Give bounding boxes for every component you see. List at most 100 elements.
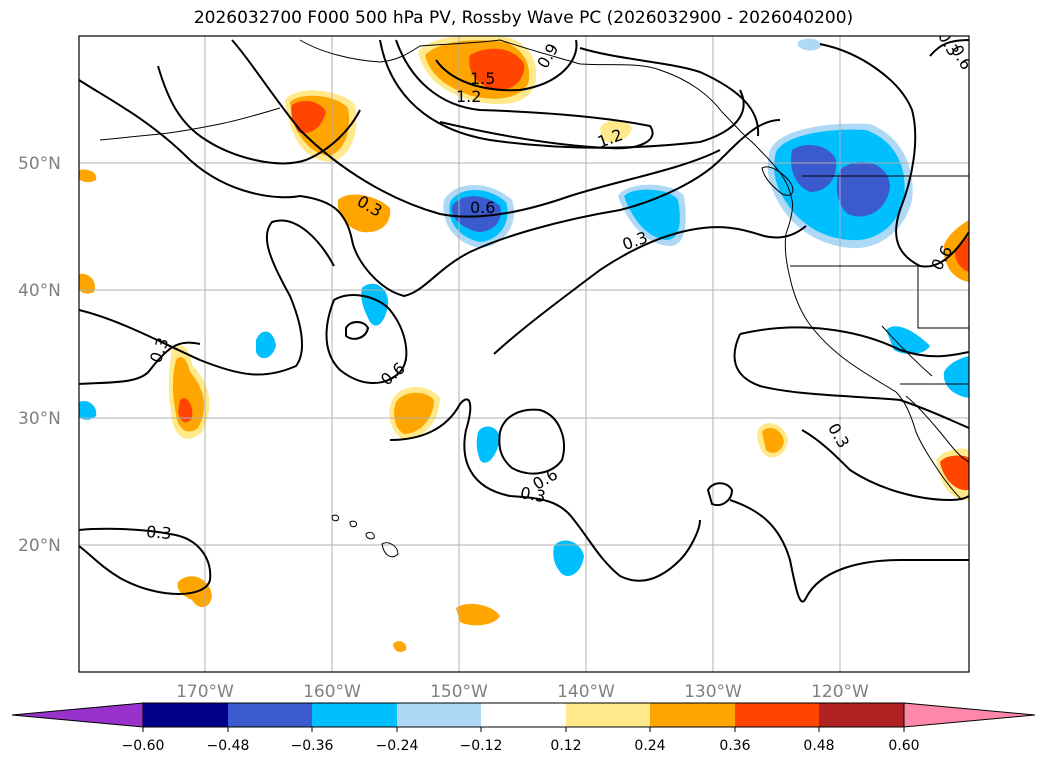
lat-label-20n: 20°N (18, 536, 61, 556)
colorbar-tick-label: −0.60 (122, 738, 165, 754)
pv-contour-south-4 (729, 499, 969, 603)
colorbar-tick-label: 0.12 (550, 738, 581, 754)
figure-title: 2026032700 F000 500 hPa PV, Rossby Wave … (193, 8, 854, 28)
colorbar-tick-label: 0.48 (803, 738, 834, 754)
coastlines (99, 39, 969, 558)
negative-anomaly-east-30n (943, 356, 969, 398)
positive-anomaly-170w-center (178, 398, 193, 423)
pv-contour-trough-tongue (493, 225, 807, 355)
colorbar-segment (312, 703, 397, 727)
contour-label: 0.3 (145, 522, 172, 543)
colorbar-frame (142, 702, 905, 728)
lon-label-170w: 170°W (176, 682, 234, 702)
pv-contour-east-loop (733, 333, 969, 429)
contour-label: 0.3 (519, 483, 547, 506)
negative-anomaly-pacific-northwest-center (790, 145, 837, 192)
vancouver-island (761, 166, 794, 196)
negative-anomaly-147w-north (798, 38, 822, 51)
pv-contour-east-ridge (819, 43, 969, 268)
pv-contour-inner-1 (395, 39, 654, 150)
positive-anomaly-north-pacific (337, 194, 391, 233)
colorbar-segment (481, 703, 566, 727)
colorbar-segment (819, 703, 904, 727)
negative-anomaly-150w-center (451, 196, 501, 232)
negative-anomaly-west-edge-30n (79, 400, 97, 420)
colorbar-segment (397, 703, 481, 727)
latitude-labels: 50°N 40°N 30°N 20°N (18, 154, 61, 556)
positive-anomaly-135w (600, 120, 632, 143)
pv-contours (79, 39, 969, 603)
colorbar-tick-label: 0.36 (719, 738, 750, 754)
colorbar-segment (650, 703, 735, 727)
negative-anomaly-141w (553, 540, 584, 576)
negative-anomaly-northern-california (886, 326, 930, 355)
pv-contour-gulf-ring (579, 47, 760, 137)
contour-label: 1.5 (470, 69, 495, 88)
hawaii-island (381, 542, 399, 558)
pv-contour-central-closed (498, 408, 565, 475)
pv-contour-south-1 (79, 341, 201, 385)
negative-anomaly-155w (361, 283, 389, 326)
negative-anomaly-147w (476, 426, 500, 463)
positive-anomaly-central-pacific-core (394, 392, 434, 434)
lon-label-160w: 160°W (303, 682, 361, 702)
positive-anomaly-west-edge-50n (79, 169, 97, 183)
colorbar: −0.60 −0.48 −0.36 −0.24 −0.12 0.12 0.24 … (11, 702, 1036, 754)
pv-contour-south-2 (389, 398, 701, 582)
pv-contour-ridge (231, 39, 721, 218)
positive-anomaly-aleutians-center (291, 100, 326, 134)
colorbar-ticks (142, 727, 905, 732)
us-west-coast (784, 233, 897, 393)
colorbar-segment (566, 703, 650, 727)
pv-anomaly-shading (79, 36, 969, 652)
contour-label: 1.2 (456, 87, 481, 106)
graticule (79, 36, 969, 672)
positive-anomaly-west-edge-41n (79, 273, 95, 294)
pv-contour-northeast-edge (929, 39, 969, 57)
colorbar-tick-label: −0.36 (291, 738, 334, 754)
lon-label-120w: 120°W (811, 682, 869, 702)
longitude-labels: 170°W 160°W 150°W 140°W 130°W 120°W (176, 682, 869, 702)
pv-contour-inner-2 (379, 39, 745, 149)
colorbar-tick-label: −0.24 (376, 738, 419, 754)
contour-label: 0.6 (470, 198, 495, 217)
pv-contour-high-latitude (79, 79, 781, 298)
colorbar-extend-max (903, 702, 1036, 728)
positive-anomaly-baja-core (940, 455, 969, 491)
colorbar-tick-label: −0.48 (207, 738, 250, 754)
pv-contour-east-south (801, 429, 969, 502)
pv-contour-west-ring (157, 65, 361, 165)
border-nevada (917, 266, 969, 329)
baja-california-coast (895, 391, 963, 501)
map-frame (78, 35, 970, 673)
hawaii-oahu (349, 520, 357, 528)
lat-label-50n: 50°N (18, 154, 61, 174)
southeast-alaska-coast (579, 63, 753, 143)
colorbar-segment (735, 703, 819, 727)
british-columbia-coast (751, 141, 793, 235)
lon-label-140w: 140°W (557, 682, 615, 702)
pv-contour-small-closed (345, 321, 370, 340)
colorbar-segment (228, 703, 312, 727)
colorbar-tick-labels: −0.60 −0.48 −0.36 −0.24 −0.12 0.12 0.24 … (122, 738, 920, 754)
pv-contour-mid-loop (325, 294, 408, 385)
positive-anomaly-gulf-alaska-center (469, 48, 525, 91)
pv-contour-alaska-loop (435, 39, 578, 92)
lon-label-130w: 130°W (684, 682, 742, 702)
negative-anomaly-165w (256, 331, 276, 359)
colorbar-tick-label: −0.12 (460, 738, 503, 754)
pv-contour-east-low (739, 326, 969, 358)
lat-label-40n: 40°N (18, 281, 61, 301)
negative-anomaly-137w-core (624, 189, 680, 240)
pv-contour-small-ring-130w (706, 482, 734, 506)
colorbar-tick-label: 0.60 (888, 738, 919, 754)
colorbar-tick-label: 0.24 (634, 738, 665, 754)
positive-anomaly-south (456, 603, 500, 626)
positive-anomaly-hawaii-small (393, 641, 407, 652)
pv-contour-south-3 (79, 527, 212, 595)
positive-anomaly-125w-core (762, 427, 784, 453)
colorbar-extend-min (11, 702, 144, 728)
aleutian-islands (99, 107, 281, 141)
lat-label-30n: 30°N (18, 409, 61, 429)
